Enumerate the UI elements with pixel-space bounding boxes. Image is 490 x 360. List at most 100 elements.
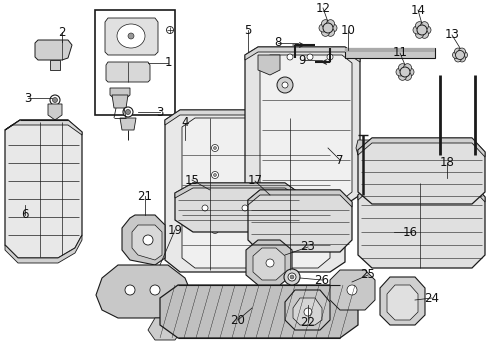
Text: 12: 12	[316, 1, 330, 14]
Polygon shape	[50, 60, 60, 70]
Circle shape	[456, 50, 465, 59]
Circle shape	[403, 72, 412, 80]
Polygon shape	[165, 110, 345, 272]
Text: 20: 20	[231, 314, 245, 327]
Circle shape	[416, 30, 423, 38]
Circle shape	[326, 20, 335, 28]
Circle shape	[167, 27, 173, 33]
Polygon shape	[248, 190, 352, 252]
Text: 17: 17	[247, 175, 263, 188]
Circle shape	[292, 171, 298, 179]
Circle shape	[416, 22, 423, 30]
Circle shape	[284, 269, 300, 285]
Polygon shape	[293, 298, 322, 325]
Polygon shape	[112, 95, 128, 108]
Circle shape	[294, 201, 296, 203]
Polygon shape	[96, 265, 192, 318]
Text: 19: 19	[168, 224, 182, 237]
Circle shape	[277, 205, 283, 211]
Text: 11: 11	[392, 46, 408, 59]
Circle shape	[214, 174, 217, 176]
Circle shape	[282, 82, 288, 88]
Circle shape	[406, 68, 414, 76]
Circle shape	[398, 72, 407, 80]
Circle shape	[292, 144, 298, 152]
Text: 4: 4	[181, 117, 189, 130]
Polygon shape	[120, 118, 136, 130]
Text: 15: 15	[185, 174, 199, 186]
Text: 26: 26	[315, 274, 329, 287]
Text: 21: 21	[138, 189, 152, 202]
Circle shape	[212, 171, 219, 179]
Text: 13: 13	[444, 28, 460, 41]
Polygon shape	[122, 215, 165, 265]
Polygon shape	[246, 240, 292, 285]
Polygon shape	[160, 285, 358, 338]
Polygon shape	[285, 290, 330, 330]
Circle shape	[400, 67, 410, 77]
Circle shape	[461, 51, 467, 58]
Polygon shape	[165, 110, 345, 127]
Polygon shape	[106, 62, 150, 82]
Polygon shape	[270, 192, 310, 205]
Circle shape	[212, 144, 219, 152]
Circle shape	[321, 28, 329, 36]
Circle shape	[292, 198, 298, 206]
Circle shape	[455, 48, 462, 55]
Circle shape	[420, 30, 428, 38]
Text: 25: 25	[361, 269, 375, 282]
Circle shape	[253, 147, 256, 149]
Circle shape	[417, 25, 427, 35]
Text: 3: 3	[24, 91, 32, 104]
Text: 5: 5	[245, 23, 252, 36]
Circle shape	[253, 229, 256, 231]
Circle shape	[323, 23, 333, 33]
Circle shape	[128, 33, 134, 39]
Circle shape	[251, 198, 259, 206]
Circle shape	[287, 54, 293, 60]
Polygon shape	[358, 183, 485, 202]
Polygon shape	[175, 183, 302, 232]
Circle shape	[455, 55, 462, 62]
Circle shape	[319, 24, 327, 32]
Polygon shape	[258, 55, 280, 75]
Ellipse shape	[117, 24, 145, 48]
Polygon shape	[5, 235, 82, 263]
Polygon shape	[345, 48, 435, 58]
Circle shape	[251, 171, 259, 179]
Polygon shape	[358, 138, 485, 157]
Text: 6: 6	[21, 208, 29, 221]
Circle shape	[420, 22, 428, 30]
Polygon shape	[387, 285, 418, 320]
Circle shape	[277, 77, 293, 93]
Polygon shape	[5, 120, 82, 258]
Circle shape	[347, 285, 357, 295]
Text: 7: 7	[336, 153, 344, 166]
Circle shape	[123, 107, 133, 117]
Polygon shape	[345, 48, 435, 52]
Circle shape	[321, 20, 329, 28]
Circle shape	[212, 226, 219, 234]
Circle shape	[125, 109, 130, 114]
Circle shape	[459, 55, 466, 62]
Circle shape	[125, 285, 135, 295]
Circle shape	[253, 201, 256, 203]
Text: 1: 1	[164, 57, 172, 69]
Circle shape	[212, 198, 219, 206]
Circle shape	[307, 54, 313, 60]
Circle shape	[214, 229, 217, 231]
Text: 16: 16	[402, 225, 417, 238]
Polygon shape	[148, 318, 182, 340]
Circle shape	[329, 24, 337, 32]
Polygon shape	[182, 118, 330, 268]
Text: 24: 24	[424, 292, 440, 305]
Text: 2: 2	[58, 26, 66, 39]
Polygon shape	[48, 104, 62, 120]
Circle shape	[290, 275, 294, 279]
Circle shape	[214, 147, 217, 149]
Circle shape	[459, 48, 466, 55]
Circle shape	[251, 144, 259, 152]
Circle shape	[326, 28, 335, 36]
Circle shape	[251, 226, 259, 234]
Circle shape	[266, 259, 274, 267]
